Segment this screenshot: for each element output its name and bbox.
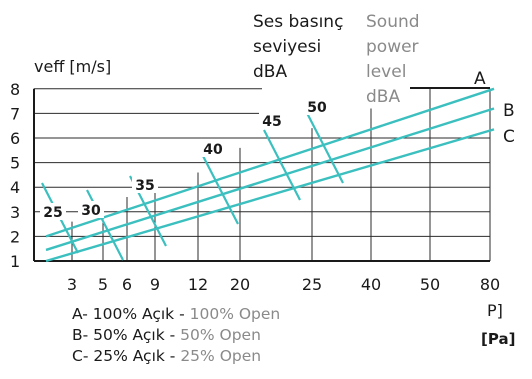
y-tick-label: 6 <box>10 129 20 148</box>
db-title-tr-2: seviyesi <box>253 37 321 57</box>
series-line-c <box>45 128 495 263</box>
series-label-c: C <box>503 127 515 147</box>
db-title-en-4: dBA <box>366 87 400 107</box>
db-crossing-mark <box>263 129 301 201</box>
y-tick-label: 5 <box>10 154 20 173</box>
y-tick-label: 7 <box>10 104 20 123</box>
db-crossing-mark <box>306 112 344 184</box>
legend: A- 100% Açık - 100% Open B- 50% Açık - 5… <box>72 304 280 367</box>
series-label-a: A <box>474 69 486 89</box>
db-label-bg <box>304 98 330 115</box>
y-tick-label: 2 <box>10 227 20 246</box>
legend-item-c: C- 25% Açık - 25% Open <box>72 347 262 365</box>
db-label-bg <box>259 112 285 129</box>
y-tick-label: 3 <box>10 203 20 222</box>
y-axis-label: veff [m/s] <box>34 57 111 76</box>
db-level-label: 45 <box>262 114 281 130</box>
x-axis-label: P] <box>487 301 503 320</box>
db-title-en-1: Sound <box>366 12 420 32</box>
db-label-bg <box>78 201 104 218</box>
x-tick-label: 9 <box>150 275 160 294</box>
x-axis-unit: [Pa] <box>481 330 515 348</box>
db-title-en-2: power <box>366 37 419 57</box>
db-level-marks: 25 30 35 40 45 50 <box>40 98 344 261</box>
db-level-label: 50 <box>307 100 327 116</box>
y-tick-label: 1 <box>10 252 20 271</box>
db-title-tr-1: Ses basınç <box>253 12 343 32</box>
x-tick-label: 20 <box>230 275 250 294</box>
x-tick-label: 12 <box>188 275 208 294</box>
x-tick-label: 25 <box>302 275 322 294</box>
y-tick-label: 4 <box>10 178 20 197</box>
db-level-label: 25 <box>43 205 62 221</box>
db-title-en-3: level <box>366 62 406 82</box>
series-line-a <box>45 87 495 238</box>
legend-item-a: A- 100% Açık - 100% Open <box>72 305 281 323</box>
db-label-bg <box>200 140 226 157</box>
x-tick-label: 3 <box>67 275 77 294</box>
x-tick-label: 80 <box>480 275 500 294</box>
legend-item-b: B- 50% Açık - 50% Open <box>72 326 261 344</box>
x-tick-label: 6 <box>122 275 132 294</box>
chart-series: ABC <box>45 69 515 263</box>
db-title-tr-3: dBA <box>253 62 287 82</box>
series-line-b <box>45 107 495 252</box>
db-crossing-mark <box>86 189 124 261</box>
x-tick-label: 40 <box>361 275 381 294</box>
db-level-label: 35 <box>135 178 154 194</box>
y-tick-label: 8 <box>10 80 20 99</box>
db-level-label: 30 <box>81 203 101 219</box>
db-level-label: 40 <box>203 142 223 158</box>
db-label-bg <box>40 203 66 220</box>
series-label-b: B <box>503 101 515 121</box>
db-label-bg <box>132 176 158 193</box>
db-crossing-mark <box>201 153 239 225</box>
x-tick-label: 5 <box>98 275 108 294</box>
x-tick-label: 50 <box>420 275 440 294</box>
